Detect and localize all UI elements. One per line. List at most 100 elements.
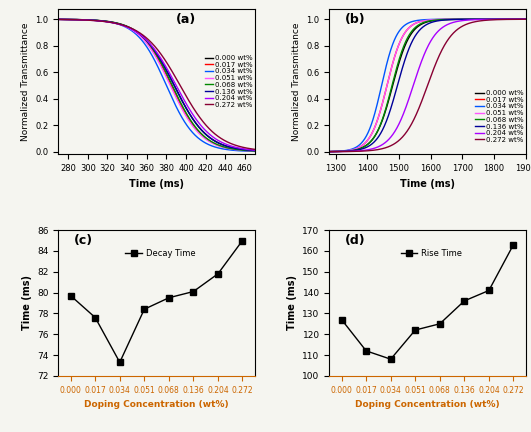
- Line: 0.272 wt%: 0.272 wt%: [329, 19, 526, 152]
- Rise Time: [510, 242, 517, 247]
- Line: 0.017 wt%: 0.017 wt%: [58, 19, 255, 151]
- 0.068 wt%: [186, 116, 193, 121]
- Decay Time: [92, 315, 98, 320]
- 0.000 wt%: [106, 19, 112, 25]
- 0.204 wt%: [55, 17, 62, 22]
- 0.017 wt%: [144, 40, 150, 45]
- 0.136 wt%: [442, 17, 448, 22]
- Decay Time: [117, 360, 123, 365]
- Text: (d): (d): [345, 235, 366, 248]
- 0.017 wt%: [376, 110, 383, 115]
- 0.204 wt%: [442, 23, 448, 29]
- Line: 0.272 wt%: 0.272 wt%: [58, 19, 255, 149]
- 0.000 wt%: [376, 124, 383, 129]
- 0.034 wt%: [326, 149, 332, 154]
- 0.272 wt%: [90, 18, 96, 23]
- 0.034 wt%: [106, 19, 112, 25]
- 0.017 wt%: [442, 17, 448, 22]
- 0.000 wt%: [457, 17, 464, 22]
- 0.034 wt%: [361, 137, 367, 142]
- 0.272 wt%: [186, 99, 193, 105]
- Text: (a): (a): [176, 13, 196, 26]
- 0.272 wt%: [474, 19, 481, 24]
- 0.204 wt%: [523, 17, 529, 22]
- 0.000 wt%: [474, 17, 481, 22]
- Legend: Decay Time: Decay Time: [122, 246, 199, 262]
- 0.068 wt%: [252, 149, 258, 154]
- 0.000 wt%: [55, 17, 62, 22]
- 0.204 wt%: [144, 38, 150, 43]
- Line: 0.068 wt%: 0.068 wt%: [58, 19, 255, 151]
- 0.034 wt%: [415, 18, 422, 23]
- Rise Time: [461, 299, 467, 304]
- 0.204 wt%: [457, 18, 464, 23]
- 0.272 wt%: [326, 149, 332, 154]
- Line: 0.204 wt%: 0.204 wt%: [58, 19, 255, 150]
- 0.017 wt%: [457, 17, 464, 22]
- 0.272 wt%: [442, 41, 448, 47]
- 0.000 wt%: [171, 83, 177, 88]
- 0.051 wt%: [171, 91, 177, 96]
- 0.068 wt%: [523, 17, 529, 22]
- 0.000 wt%: [252, 148, 258, 153]
- X-axis label: Time (ms): Time (ms): [400, 179, 455, 189]
- 0.068 wt%: [361, 144, 367, 149]
- 0.068 wt%: [457, 17, 464, 22]
- Line: 0.051 wt%: 0.051 wt%: [329, 19, 526, 152]
- 0.034 wt%: [171, 100, 177, 105]
- Rise Time: [412, 327, 418, 333]
- 0.051 wt%: [442, 17, 448, 22]
- 0.136 wt%: [144, 38, 150, 44]
- 0.051 wt%: [186, 119, 193, 124]
- Decay Time: [141, 307, 148, 312]
- 0.204 wt%: [474, 17, 481, 22]
- Line: 0.034 wt%: 0.034 wt%: [329, 19, 526, 152]
- 0.204 wt%: [361, 148, 367, 153]
- 0.204 wt%: [186, 107, 193, 112]
- 0.136 wt%: [361, 146, 367, 151]
- Decay Time: [215, 271, 221, 276]
- 0.017 wt%: [474, 17, 481, 22]
- 0.000 wt%: [203, 132, 209, 137]
- 0.051 wt%: [326, 149, 332, 154]
- 0.017 wt%: [90, 18, 96, 23]
- 0.136 wt%: [474, 17, 481, 22]
- Line: 0.068 wt%: 0.068 wt%: [329, 19, 526, 152]
- 0.017 wt%: [203, 136, 209, 141]
- Line: Decay Time: Decay Time: [68, 238, 245, 365]
- Line: 0.204 wt%: 0.204 wt%: [329, 19, 526, 152]
- 0.034 wt%: [186, 126, 193, 131]
- 0.068 wt%: [415, 22, 422, 28]
- 0.272 wt%: [106, 19, 112, 25]
- 0.017 wt%: [106, 19, 112, 24]
- 0.051 wt%: [252, 149, 258, 154]
- X-axis label: Doping Concentration (wt%): Doping Concentration (wt%): [355, 400, 500, 409]
- 0.034 wt%: [55, 17, 62, 22]
- 0.017 wt%: [186, 118, 193, 123]
- 0.136 wt%: [326, 149, 332, 154]
- 0.051 wt%: [55, 17, 62, 22]
- Decay Time: [67, 293, 74, 298]
- 0.272 wt%: [203, 123, 209, 128]
- 0.000 wt%: [326, 149, 332, 154]
- Y-axis label: Normalized Transmittance: Normalized Transmittance: [292, 22, 301, 141]
- 0.017 wt%: [171, 89, 177, 94]
- Legend: 0.000 wt%, 0.017 wt%, 0.034 wt%, 0.051 wt%, 0.068 wt%, 0.136 wt%, 0.204 wt%, 0.2: 0.000 wt%, 0.017 wt%, 0.034 wt%, 0.051 w…: [204, 54, 253, 108]
- X-axis label: Time (ms): Time (ms): [129, 179, 184, 189]
- Rise Time: [486, 288, 492, 293]
- 0.068 wt%: [106, 19, 112, 24]
- 0.034 wt%: [474, 17, 481, 22]
- X-axis label: Doping Concentration (wt%): Doping Concentration (wt%): [84, 400, 229, 409]
- 0.136 wt%: [55, 17, 62, 22]
- 0.068 wt%: [171, 87, 177, 92]
- 0.272 wt%: [415, 108, 422, 113]
- 0.000 wt%: [144, 38, 150, 44]
- 0.000 wt%: [523, 17, 529, 22]
- 0.204 wt%: [376, 143, 383, 149]
- 0.051 wt%: [106, 19, 112, 25]
- 0.204 wt%: [326, 149, 332, 154]
- Text: (b): (b): [345, 13, 366, 26]
- 0.068 wt%: [55, 17, 62, 22]
- 0.204 wt%: [106, 19, 112, 25]
- 0.017 wt%: [415, 19, 422, 25]
